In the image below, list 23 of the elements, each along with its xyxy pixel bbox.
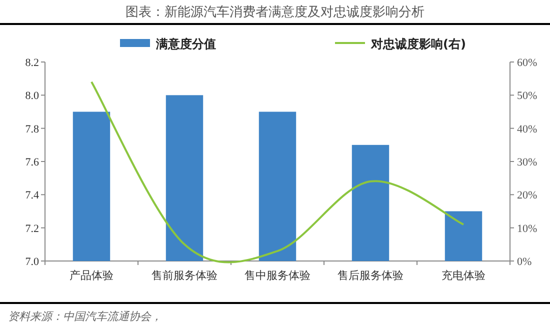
y-tick-label: 7.4 bbox=[25, 190, 40, 202]
y2-tick-label: 40% bbox=[517, 123, 538, 136]
y-tick-label: 7.8 bbox=[25, 123, 40, 136]
x-tick-label: 售前服务体验 bbox=[152, 269, 218, 282]
y2-tick-label: 60% bbox=[517, 57, 538, 69]
y-tick-label: 7.0 bbox=[25, 256, 40, 268]
y2-tick-label: 10% bbox=[517, 222, 538, 235]
chart-title: 图表：新能源汽车消费者满意度及对忠诚度影响分析 bbox=[126, 4, 424, 20]
y-tick-label: 8.2 bbox=[25, 57, 39, 69]
legend-label: 满意度分值 bbox=[155, 37, 216, 51]
x-tick-label: 售中服务体验 bbox=[244, 269, 310, 282]
text: 资料来源：中国汽车流通协会， bbox=[8, 310, 162, 323]
y2-tick-label: 20% bbox=[517, 190, 538, 202]
y-tick-label: 8.0 bbox=[25, 90, 40, 102]
x-tick-label: 产品体验 bbox=[70, 269, 114, 282]
y-tick-label: 7.6 bbox=[25, 156, 40, 168]
y2-tick-label: 0% bbox=[517, 256, 532, 268]
legend-label: 对忠诚度影响(右) bbox=[370, 37, 466, 51]
x-tick-label: 充电体验 bbox=[442, 269, 486, 282]
x-tick-label: 售后服务体验 bbox=[338, 269, 404, 282]
y-tick-label: 7.2 bbox=[25, 222, 39, 235]
y2-tick-label: 50% bbox=[517, 90, 538, 102]
y2-tick-label: 30% bbox=[517, 156, 538, 168]
